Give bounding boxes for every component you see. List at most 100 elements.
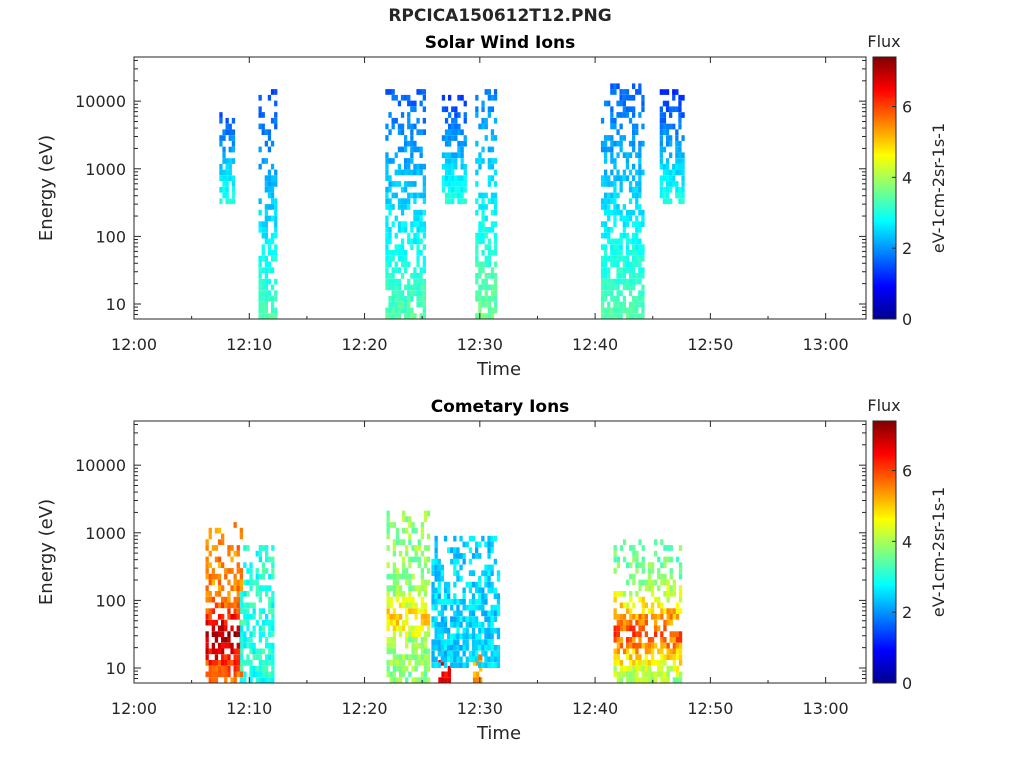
data-cell <box>271 591 275 597</box>
data-cell <box>413 100 417 107</box>
data-cell <box>221 602 225 609</box>
data-cell <box>419 250 423 256</box>
data-cell <box>600 232 605 239</box>
data-cell <box>236 591 240 597</box>
data-cell <box>400 244 405 250</box>
data-cell <box>385 261 389 268</box>
data-cell <box>662 163 667 170</box>
data-cell <box>638 140 642 147</box>
data-cell <box>394 117 398 124</box>
data-cell <box>632 550 636 557</box>
data-cell <box>622 648 627 655</box>
data-cell <box>669 591 673 597</box>
data-cell <box>678 608 683 614</box>
data-cell <box>258 94 262 101</box>
data-cell <box>632 129 636 135</box>
data-cell <box>493 535 497 542</box>
data-cell <box>408 516 412 522</box>
data-cell <box>665 175 670 182</box>
data-cell <box>236 665 240 672</box>
data-cell <box>255 591 259 597</box>
data-cell <box>395 573 400 580</box>
data-cell <box>416 250 420 256</box>
data-cell <box>672 608 676 614</box>
data-cell <box>628 198 633 204</box>
data-cell <box>211 545 215 551</box>
data-cell <box>211 631 215 637</box>
data-cell <box>236 545 240 551</box>
data-cell <box>619 545 624 551</box>
data-cell <box>622 556 627 563</box>
data-cell <box>604 192 608 199</box>
data-cell <box>481 198 485 204</box>
data-cell <box>675 106 679 113</box>
data-cell <box>632 602 636 609</box>
data-cell <box>453 553 457 559</box>
data-cell <box>632 175 636 181</box>
data-cell <box>622 671 627 678</box>
data-cell <box>258 608 262 614</box>
data-cell <box>629 614 633 620</box>
data-cell <box>270 192 275 199</box>
data-cell <box>675 163 679 170</box>
data-cell <box>386 522 390 528</box>
data-cell <box>681 169 685 176</box>
data-cell <box>447 665 451 672</box>
data-cell <box>471 535 476 542</box>
data-cell <box>208 660 212 666</box>
data-cell <box>392 550 396 557</box>
data-cell <box>641 568 645 574</box>
data-cell <box>219 112 223 118</box>
data-cell <box>434 564 438 571</box>
data-cell <box>600 146 605 153</box>
data-cell <box>662 192 667 199</box>
data-cell <box>610 278 614 285</box>
data-cell <box>448 192 452 199</box>
data-cell <box>675 637 680 643</box>
data-cell <box>233 671 237 678</box>
data-cell <box>669 631 673 637</box>
data-cell <box>619 232 623 239</box>
data-cell <box>395 533 400 540</box>
data-cell <box>441 135 446 141</box>
data-cell <box>607 307 611 314</box>
data-cell <box>616 129 620 135</box>
data-cell <box>632 625 636 632</box>
data-cell <box>394 296 398 302</box>
data-cell <box>622 284 626 291</box>
data-cell <box>261 573 266 580</box>
data-cell <box>660 671 664 678</box>
data-cell <box>454 192 458 199</box>
data-cell <box>632 232 636 239</box>
data-cell <box>422 301 426 308</box>
data-cell <box>635 278 639 285</box>
data-cell <box>604 169 608 176</box>
data-cell <box>270 250 275 256</box>
data-cell <box>448 135 452 141</box>
data-cell <box>240 665 244 672</box>
data-cell <box>423 608 428 614</box>
data-cell <box>493 250 498 256</box>
data-cell <box>271 631 275 637</box>
data-cell <box>663 671 667 678</box>
data-cell <box>650 671 655 678</box>
burst-2 <box>386 510 431 683</box>
data-cell <box>632 278 636 285</box>
data-cell <box>657 625 661 632</box>
data-cell <box>398 677 403 683</box>
data-cell <box>471 570 476 576</box>
data-cell <box>600 198 605 204</box>
data-cell <box>221 562 225 568</box>
data-cell <box>481 284 485 291</box>
data-cell <box>239 568 243 574</box>
data-cell <box>221 614 225 620</box>
data-cell <box>635 591 639 597</box>
data-cell <box>434 604 438 611</box>
data-cell <box>258 313 262 319</box>
data-cell <box>240 625 244 632</box>
data-cell <box>426 654 431 660</box>
data-cell <box>478 296 482 302</box>
data-cell <box>641 602 645 609</box>
data-cell <box>410 273 414 279</box>
